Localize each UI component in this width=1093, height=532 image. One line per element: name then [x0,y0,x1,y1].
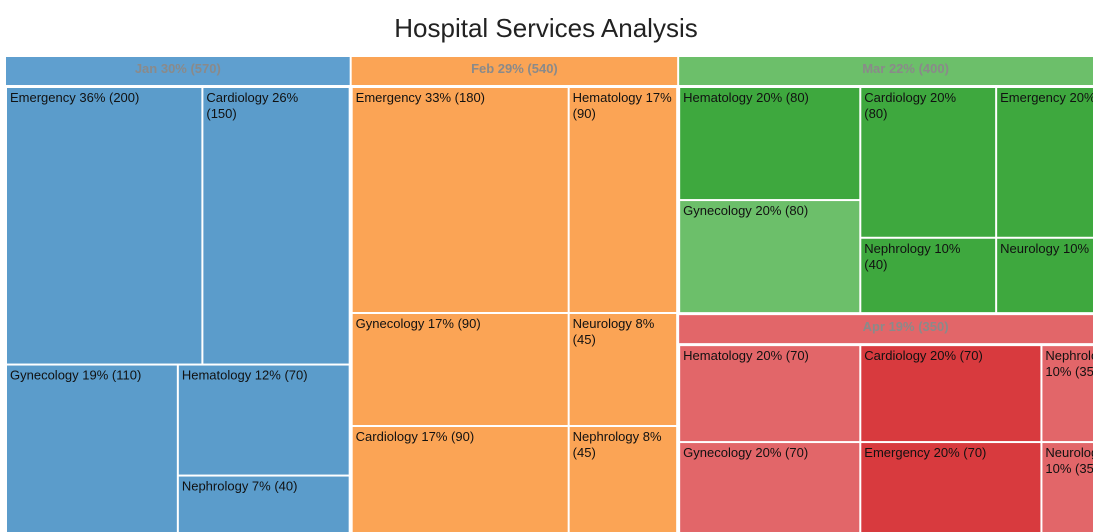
tile [997,238,1093,313]
tile [1042,443,1093,532]
label-line: (40) [864,257,887,272]
tile [861,346,1041,442]
tile [352,427,568,532]
tile [680,443,860,532]
group-label: Jan 30% (570) [135,61,221,76]
tile-label: Hematology 20% (70) [683,348,809,363]
label-line: Nephrology [1045,348,1093,363]
label-line: Cardiology 20% (70) [864,348,983,363]
label-line: Emergency 20% (80) [1000,90,1093,105]
tile-label: Neurology 8% (45) [573,316,655,347]
label-line: Gynecology 20% (80) [683,203,808,218]
label-line: Gynecology 20% (70) [683,445,808,460]
tile-label: Nephrology 8% (45) [573,429,662,460]
tile [861,238,996,313]
label-line: 10% (35) [1045,461,1093,476]
group-header [351,57,678,85]
tile-label: Hematology 20% (80) [683,90,809,105]
label-line: Gynecology 19% (110) [10,368,141,383]
label-line: (80) [864,106,887,121]
label-line: Emergency 20% (70) [864,445,986,460]
tile-label: Emergency 20% (80) [1000,90,1093,105]
label-line: Neurology 8% [573,316,655,331]
group-label: Mar 22% (400) [862,61,949,76]
tile-label: Gynecology 17% (90) [356,316,481,331]
tile-label: Gynecology 20% (70) [683,445,808,460]
label-line: (45) [573,445,596,460]
label-line: Cardiology 17% (90) [356,429,475,444]
tile [861,88,996,237]
group-label: Feb 29% (540) [471,61,558,76]
tile [7,365,177,532]
tile-label: Hematology 17% (90) [573,90,672,121]
tile [352,88,568,312]
group-label: Apr 19% (350) [863,319,949,334]
label-line: 10% (35) [1045,364,1093,379]
group-header [6,57,350,85]
label-line: Hematology 20% (70) [683,348,809,363]
tile-label: Nephrology 7% (40) [182,479,298,494]
tile [569,427,677,532]
label-line: Nephrology 7% (40) [182,479,298,494]
label-line: Emergency 36% (200) [10,90,139,105]
label-line: Emergency 33% (180) [356,90,485,105]
tile [680,88,860,200]
group-header [679,57,1093,85]
tile [1042,346,1093,442]
label-line: (45) [573,332,596,347]
label-line: Cardiology 20% [864,90,956,105]
tile [569,314,677,425]
tile [680,346,860,442]
group-header [679,315,1093,344]
label-line: (150) [206,106,236,121]
label-line: Hematology 17% [573,90,672,105]
label-line: (90) [573,106,596,121]
label-line: Nephrology 8% [573,429,662,444]
tile-label: Cardiology 20% (80) [864,90,956,121]
tile-label: Hematology 12% (70) [182,368,308,383]
tile [352,314,568,425]
chart-title: Hospital Services Analysis [394,13,697,43]
tile-label: Cardiology 26% (150) [206,90,298,121]
label-line: Hematology 12% (70) [182,368,308,383]
tile [7,88,202,364]
tile-label: Nephrology 10% (40) [864,241,961,272]
label-line: Hematology 20% (80) [683,90,809,105]
tile-label: Cardiology 20% (70) [864,348,983,363]
tile [680,201,860,313]
tile [861,443,1041,532]
label-line: Gynecology 17% (90) [356,316,481,331]
tile-label: Emergency 33% (180) [356,90,485,105]
tile-label: Emergency 20% (70) [864,445,986,460]
tile [997,88,1093,237]
tile-label: Cardiology 17% (90) [356,429,475,444]
tile-label: Neurology 10% (40) [1000,241,1093,256]
tile [203,88,349,364]
label-line: Nephrology 10% [864,241,961,256]
tile [569,88,677,312]
tile-label: Gynecology 20% (80) [683,203,808,218]
tile-label: Emergency 36% (200) [10,90,139,105]
label-line: Cardiology 26% [206,90,298,105]
tile [178,365,349,475]
tile-label: Gynecology 19% (110) [10,368,141,383]
tile [178,476,349,532]
label-line: Neurology 10% (40) [1000,241,1093,256]
label-line: Neurology [1045,445,1093,460]
